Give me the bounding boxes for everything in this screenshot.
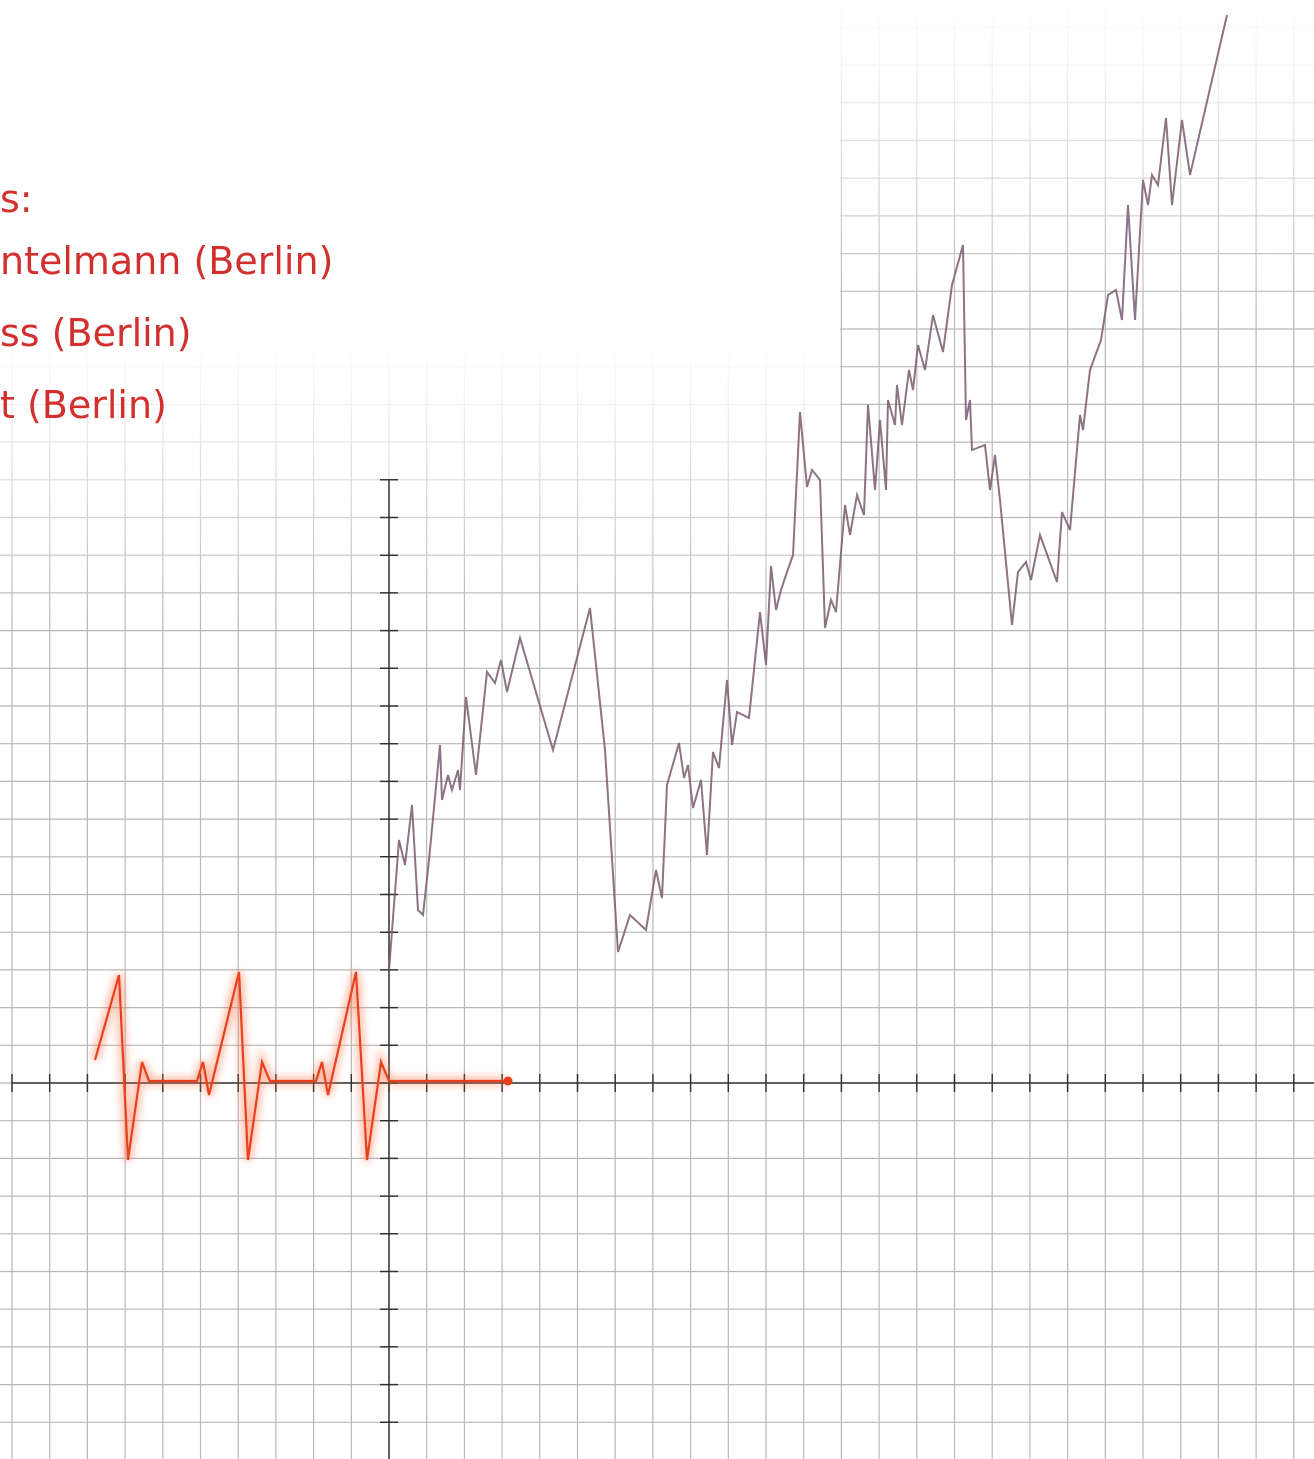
- pulse-end: [504, 1077, 513, 1086]
- pulse-glow: [95, 972, 508, 1160]
- fade: [840, 0, 1314, 320]
- legend-line: ntelmann (Berlin): [0, 242, 333, 280]
- page: s: ntelmann (Berlin) ss (Berlin) t (Berl…: [0, 0, 1314, 1459]
- pulse-line: [95, 972, 508, 1160]
- legend-line: s:: [0, 180, 33, 218]
- fade: [0, 0, 840, 620]
- legend-line: ss (Berlin): [0, 314, 192, 352]
- graph-paper: [0, 0, 1314, 1459]
- legend-line: t (Berlin): [0, 386, 167, 424]
